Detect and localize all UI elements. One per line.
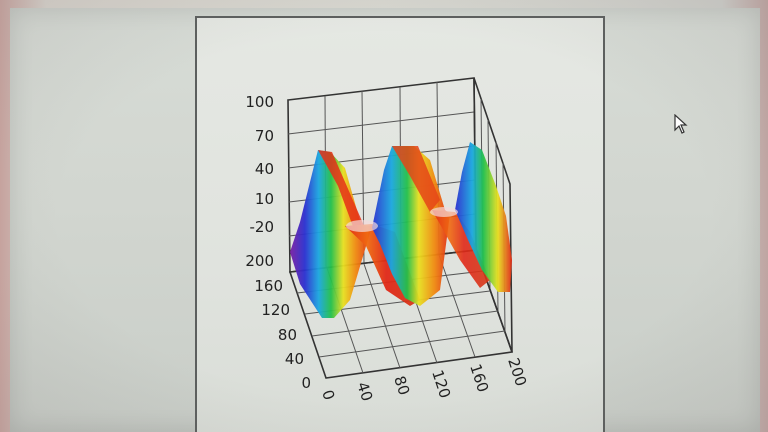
mouse-pointer-icon	[674, 114, 688, 134]
z-tick-label: 10	[255, 190, 274, 208]
surface-ridge-1-top	[318, 150, 365, 232]
y-tick-label: 0	[301, 374, 311, 392]
surface-highlight-2	[430, 207, 458, 217]
x-tick-label: 160	[466, 362, 492, 395]
x-tick-label: 120	[428, 368, 454, 401]
y-tick-label: 200	[245, 252, 274, 270]
x-tick-label: 200	[504, 356, 530, 389]
x-axis-tick-labels: 0 40 80 120 160 200	[318, 356, 530, 404]
surface-ridge-2-top	[392, 146, 440, 212]
z-tick-label: 100	[245, 93, 274, 111]
x-tick-label: 0	[318, 388, 338, 403]
surface-valley-2	[432, 210, 490, 288]
z-tick-label: 40	[255, 160, 274, 178]
z-tick-label: 70	[255, 127, 274, 145]
x-tick-label: 40	[353, 380, 376, 404]
surface-ridge-1	[290, 150, 372, 318]
surface-highlight-1	[346, 220, 378, 232]
y-tick-label: 40	[285, 350, 304, 368]
surface-plot	[290, 142, 512, 318]
y-axis-tick-labels: 200 160 120 80 40 0	[245, 252, 311, 392]
z-tick-label: -20	[250, 218, 275, 236]
x-tick-label: 80	[390, 374, 413, 398]
surface-ridge-3	[455, 142, 512, 292]
y-tick-label: 80	[278, 326, 297, 344]
y-tick-label: 120	[261, 301, 290, 319]
y-tick-label: 160	[254, 277, 283, 295]
z-axis-tick-labels: 100 70 40 10 -20	[245, 93, 274, 236]
